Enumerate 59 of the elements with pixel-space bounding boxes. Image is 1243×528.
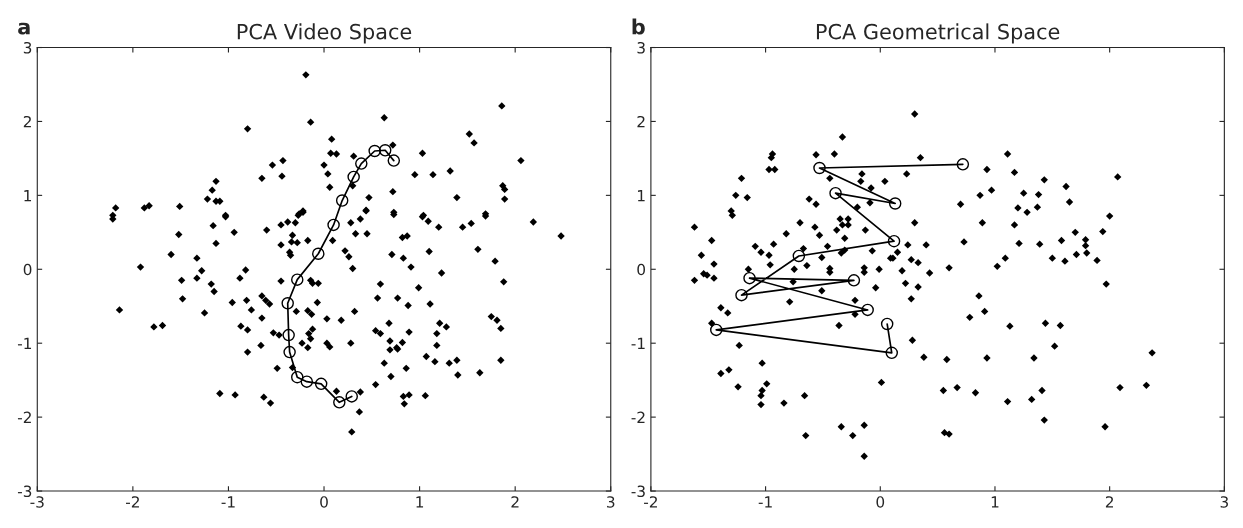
- y-tick-label: -3: [631, 485, 645, 498]
- y-tick-label: -2: [631, 411, 645, 423]
- point: [743, 271, 756, 285]
- x-tick-label: 3: [1220, 496, 1228, 508]
- x-tick-label: 3: [607, 496, 615, 508]
- y-tick-label: -1: [17, 337, 32, 349]
- point: [813, 161, 826, 175]
- point: [281, 297, 294, 310]
- point: [327, 218, 340, 232]
- point: [792, 249, 806, 263]
- x-tick-label: 0: [876, 496, 885, 508]
- x-tick-label: -2: [126, 496, 139, 508]
- y-tick-label: 3: [23, 41, 32, 54]
- point: [291, 370, 304, 384]
- x-tick-label: 2: [511, 496, 519, 508]
- point: [282, 328, 295, 342]
- point: [387, 154, 401, 167]
- point: [378, 144, 392, 157]
- point: [347, 170, 360, 184]
- point: [300, 375, 314, 388]
- y-tick-label: 2: [637, 115, 645, 128]
- chart-title: PCA Video Space: [237, 23, 412, 44]
- x-tick-label: -1: [758, 496, 772, 508]
- point: [885, 346, 898, 360]
- text: a: [18, 22, 30, 35]
- y-tick-label: -3: [17, 485, 32, 498]
- y-tick-label: 2: [23, 115, 31, 128]
- point: [710, 323, 723, 337]
- point: [355, 157, 368, 170]
- y-tick-label: 0: [637, 263, 646, 276]
- y-tick-label: -1: [631, 337, 645, 349]
- point: [333, 396, 346, 409]
- x-tick-label: 1: [991, 496, 999, 508]
- y-tick-label: -2: [17, 411, 31, 423]
- point: [283, 345, 296, 359]
- x-tick-label: 1: [416, 496, 424, 508]
- point: [291, 273, 304, 286]
- y-tick-label: 1: [637, 190, 645, 202]
- point: [345, 390, 358, 403]
- point: [735, 288, 748, 302]
- y-tick-label: 0: [23, 263, 32, 276]
- y-tick-label: 3: [637, 41, 645, 54]
- point: [847, 274, 861, 287]
- x-tick-label: 0: [320, 496, 328, 508]
- x-tick-label: -1: [221, 496, 235, 508]
- point: [888, 197, 902, 210]
- x-tick-label: 2: [1105, 496, 1113, 508]
- chart-title: PCA Geometrical Space: [816, 23, 1060, 44]
- point: [956, 158, 970, 171]
- text: b: [632, 18, 645, 35]
- point: [887, 234, 901, 248]
- point: [861, 303, 874, 317]
- point: [314, 377, 328, 391]
- point: [880, 317, 894, 331]
- point: [829, 186, 842, 200]
- y-tick-label: 1: [24, 190, 32, 202]
- point: [368, 144, 381, 158]
- point: [335, 194, 349, 207]
- point: [312, 247, 325, 261]
